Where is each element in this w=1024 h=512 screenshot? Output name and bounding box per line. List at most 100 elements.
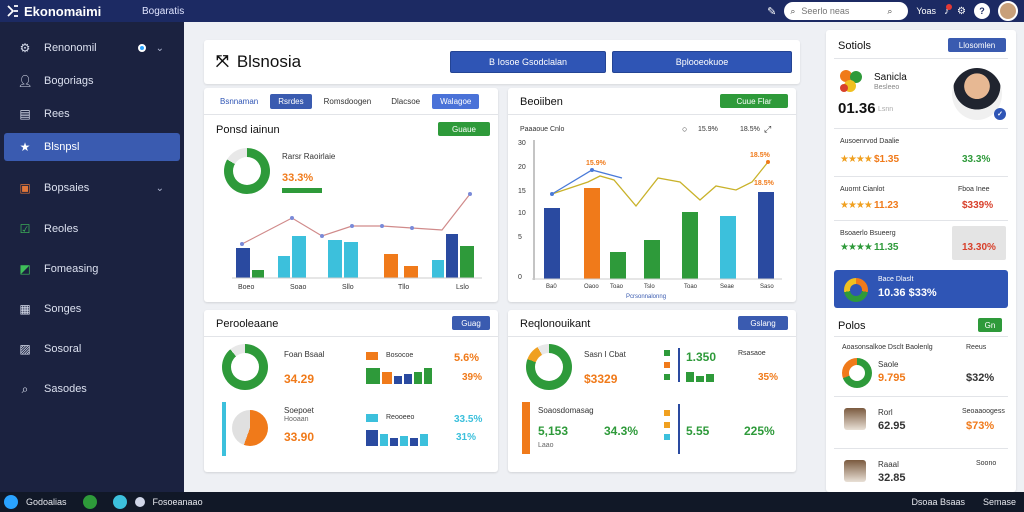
sidebar-item-label: Renonomil — [44, 42, 97, 54]
metric-value: 34.29 — [284, 372, 315, 386]
panel-button[interactable]: Llosomlen — [948, 38, 1006, 52]
sidebar-item-9[interactable]: ⌕ Sasodes — [4, 375, 180, 403]
sidebar-item-4[interactable]: ▣ Bopsaies ⌄ — [4, 174, 180, 202]
card-title: Perooleaane — [216, 318, 279, 330]
avatar[interactable] — [998, 1, 1018, 21]
legend-label: Rsasaoe — [738, 350, 766, 357]
person-photo[interactable] — [844, 408, 866, 430]
sidebar-item-1[interactable]: 👤︎ Bogoriags — [4, 67, 180, 95]
filter-button[interactable]: Guaue — [438, 122, 490, 136]
brand[interactable]: Ekonomaimi — [0, 4, 130, 19]
search-input[interactable] — [801, 6, 882, 16]
x-label: Oaoo — [584, 284, 599, 290]
legend-swatch — [664, 422, 670, 428]
x-label: Seae — [720, 284, 735, 290]
x-label: Toao — [684, 284, 698, 290]
donut-chart — [844, 278, 868, 302]
person-photo[interactable] — [844, 460, 866, 482]
callout: 18.5% — [754, 180, 774, 187]
legend-swatch — [664, 410, 670, 416]
sidebar-item-label: Blsnpsl — [44, 141, 80, 153]
divider — [204, 114, 498, 115]
tab-3[interactable]: Dlacsoe — [391, 97, 421, 106]
accent-strip — [222, 402, 226, 456]
secondary-action-button[interactable]: Bplooeokuoe — [612, 51, 792, 73]
settings-icon[interactable]: ⚙ — [957, 5, 966, 17]
divider — [508, 336, 796, 337]
search-box[interactable]: ⌕ ⌕ — [784, 2, 909, 20]
filter-button[interactable]: Cuue Flar — [720, 94, 788, 108]
status-right-label[interactable]: Semase — [982, 497, 1016, 507]
status-left-label[interactable]: Godoalias — [26, 497, 67, 507]
tab-1[interactable]: Rsrdes — [270, 94, 312, 109]
filter-button[interactable]: Gslang — [738, 316, 788, 330]
x-label-0: Boeo — [238, 284, 255, 291]
sidebar-item-6[interactable]: ◩ Fomeasing — [4, 255, 180, 283]
x-label-2: Sllo — [342, 284, 354, 291]
legend-swatch — [366, 414, 378, 422]
tab-4[interactable]: Walagoe — [432, 94, 480, 109]
close-icon[interactable]: ⤧ — [216, 53, 229, 70]
status-icon[interactable] — [134, 497, 145, 507]
top-menu-item[interactable]: Bogaratis — [142, 5, 185, 17]
chevron-down-icon[interactable]: ⌄ — [155, 42, 164, 54]
lightbulb-icon[interactable]: ✎ — [767, 5, 777, 18]
mini-bar — [380, 434, 388, 446]
mini-bar — [394, 376, 402, 384]
tab-0[interactable]: Bsnnaman — [220, 97, 259, 106]
metric-value: 5,153 — [538, 424, 569, 438]
search-submit-icon[interactable]: ⌕ — [887, 5, 893, 16]
user-label[interactable]: Yoas — [916, 6, 937, 16]
person-sub: Soono — [976, 460, 997, 467]
brand-name: Ekonomaimi — [24, 3, 102, 19]
highlight-card[interactable]: Bace Dlaslt 10.36 $33% — [834, 270, 1008, 308]
row-flag: Fboa Inee — [958, 186, 990, 193]
company-sub: Besleeo — [874, 84, 900, 91]
app-icon[interactable] — [4, 495, 18, 509]
metric-pct: 39% — [462, 372, 483, 383]
mini-bar — [414, 372, 422, 384]
person-pct: $73% — [966, 420, 995, 432]
sidebar-item-2[interactable]: ▤ Rees — [4, 100, 180, 128]
expand-icon[interactable]: ⤢ — [764, 124, 772, 134]
status-icon[interactable] — [112, 495, 127, 509]
x-label-1: Soao — [290, 284, 307, 291]
sidebar-item-3[interactable]: ★ Blsnpsl — [4, 133, 180, 161]
sidebar-item-label: Bogoriags — [44, 75, 94, 87]
x-label: Saso — [760, 284, 774, 290]
verified-icon: ✓ — [994, 108, 1006, 120]
divider — [834, 220, 1008, 221]
metric-pct: 34.3% — [604, 424, 639, 438]
help-icon[interactable]: ? — [974, 3, 990, 19]
sidebar-item-8[interactable]: ▨ Sosoral — [4, 335, 180, 363]
sidebar-item-5[interactable]: ☑ Reoles — [4, 215, 180, 243]
legend-swatch — [664, 374, 670, 380]
x-label: Ba0 — [546, 284, 557, 290]
check-icon: ☑ — [19, 222, 31, 236]
sidebar-item-7[interactable]: ▦ Songes — [4, 295, 180, 323]
radio-icon[interactable]: ○ — [682, 124, 688, 134]
status-mid-label[interactable]: Fosoeanaao — [152, 497, 203, 507]
sidebar-item-0[interactable]: ⚙ Renonomil ⌄ — [4, 34, 180, 62]
search-icon: ⌕ — [790, 5, 796, 16]
metric-pct: 225% — [744, 424, 775, 438]
page-header: ⤧ Blsnosia B Iosoe Gsodclalan Bplooeokuo… — [204, 40, 800, 84]
filter-button[interactable]: Guag — [452, 316, 490, 330]
donut-chart — [222, 344, 268, 390]
primary-action-button[interactable]: B Iosoe Gsodclalan — [450, 51, 606, 73]
callout: 15.9% — [586, 160, 606, 167]
y-tick: 0 — [518, 274, 522, 281]
card-trends: Beoiiben Cuue Flar Paaaoue Cnlo ○ 15.9% … — [508, 88, 796, 302]
mini-bar — [366, 430, 378, 446]
metric-num: 1.350 — [686, 350, 717, 364]
tab-2[interactable]: Romsdoogen — [323, 97, 372, 106]
chevron-down-icon[interactable]: ⌄ — [155, 182, 164, 194]
person-sub: Reeus — [966, 344, 987, 351]
status-icon[interactable] — [82, 495, 97, 509]
bell-icon[interactable]: ♪ — [944, 3, 953, 17]
section-button[interactable]: Gn — [978, 318, 1002, 332]
status-right-label[interactable]: Dsoaa Bsaas — [911, 497, 965, 507]
sidebar-item-label: Sosoral — [44, 343, 82, 355]
profile-photo[interactable] — [952, 68, 1002, 120]
y-tick: 30 — [518, 140, 526, 147]
